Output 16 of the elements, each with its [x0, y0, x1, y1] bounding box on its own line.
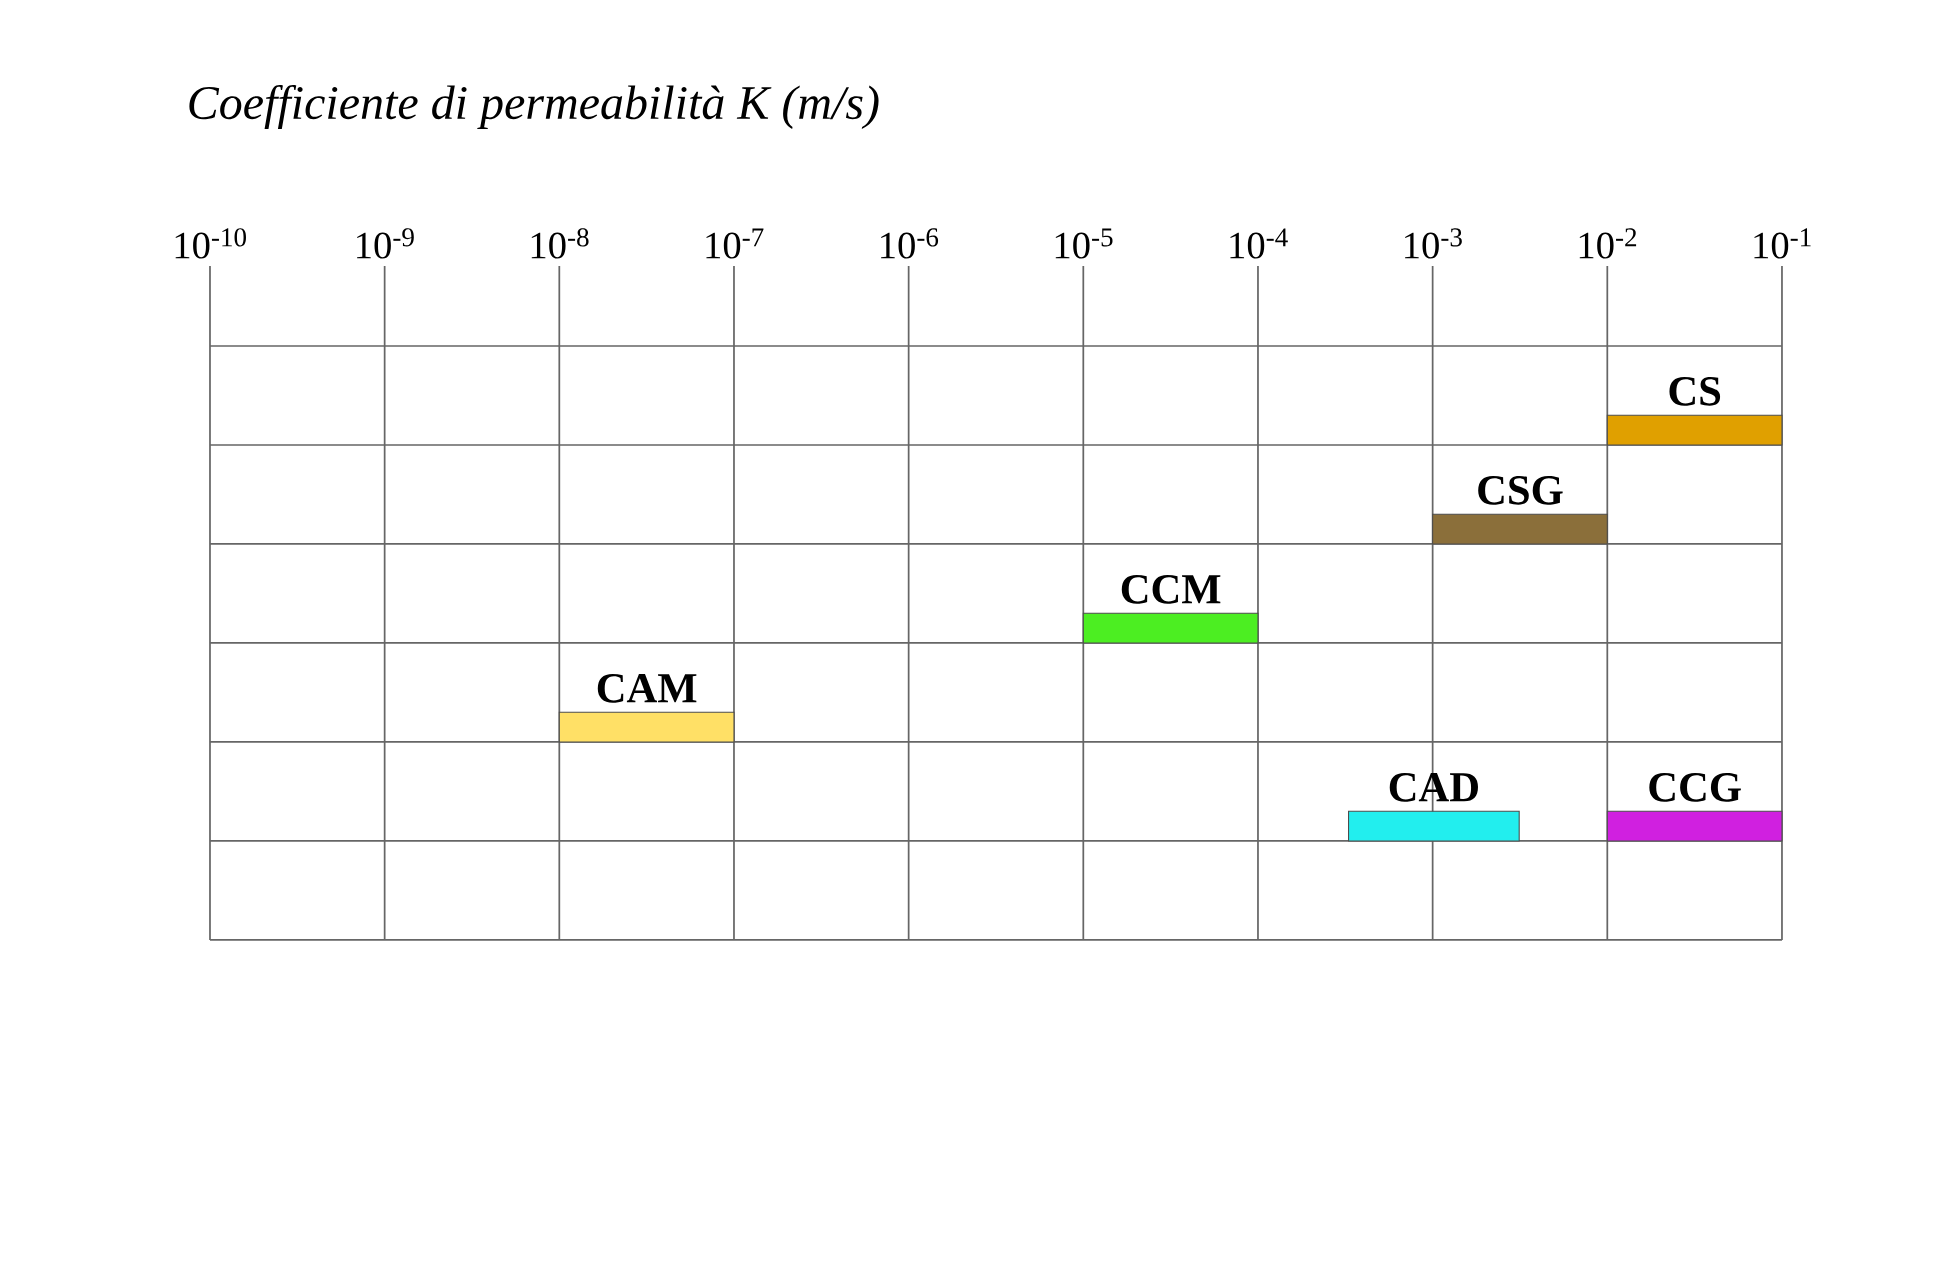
series-label: CAM — [597, 673, 697, 703]
series-label: CSG — [1478, 475, 1563, 505]
series-label: CCG — [1649, 772, 1741, 802]
x-tick-label: 10$^{-2}$ — [1579, 228, 1637, 259]
x-tick-label: 10$^{-7}$ — [706, 228, 764, 259]
x-axis-title: Coefficiente di permeabilità K (m/s) — [189, 84, 879, 129]
x-tick-label: 10$^{-1}$ — [1754, 228, 1811, 259]
x-tick-label: 10$^{-9}$ — [357, 228, 414, 259]
x-tick-label: 10$^{-8}$ — [531, 228, 589, 259]
x-tick-label: 10$^{-5}$ — [1055, 228, 1113, 259]
x-tick-label: 10$^{-3}$ — [1405, 228, 1462, 259]
series-label: CS — [1669, 376, 1721, 406]
x-tick-label: 10$^{-10}$ — [175, 228, 246, 259]
x-tick-label: 10$^{-4}$ — [1230, 228, 1288, 259]
series-label: CCM — [1121, 574, 1221, 604]
x-tick-label: 10$^{-6}$ — [881, 228, 939, 259]
